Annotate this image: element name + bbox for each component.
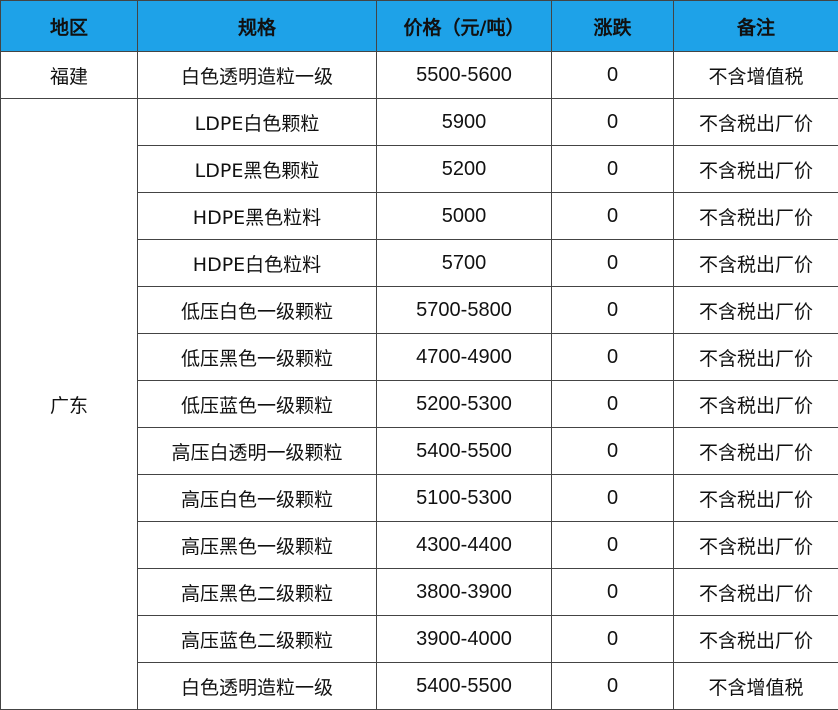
table-row: HDPE白色粒料 5700 0 不含税出厂价	[1, 239, 838, 287]
price-cell: 4700-4900	[376, 333, 552, 381]
change-cell: 0	[551, 286, 674, 334]
change-cell: 0	[551, 98, 674, 146]
change-cell: 0	[551, 333, 674, 381]
change-cell: 0	[551, 521, 674, 569]
table-row: LDPE黑色颗粒 5200 0 不含税出厂价	[1, 145, 838, 193]
note-cell: 不含税出厂价	[673, 145, 838, 193]
note-cell: 不含税出厂价	[673, 380, 838, 428]
change-cell: 0	[551, 615, 674, 663]
note-cell: 不含税出厂价	[673, 474, 838, 522]
table-row: HDPE黑色粒料 5000 0 不含税出厂价	[1, 192, 838, 240]
header-cell: 涨跌	[551, 0, 674, 52]
table-body: 福建 白色透明造粒一级 5500-5600 0 不含增值税 广东 LDPE白色颗粒 5900 0…	[0, 51, 838, 710]
price-cell: 3800-3900	[376, 568, 552, 616]
price-cell: 5700	[376, 239, 552, 287]
price-cell: 5200-5300	[376, 380, 552, 428]
table-row: 低压黑色一级颗粒 4700-4900 0 不含税出厂价	[1, 333, 838, 381]
price-cell: 3900-4000	[376, 615, 552, 663]
header-cell: 价格（元/吨）	[376, 0, 552, 52]
price-cell: 5400-5500	[376, 427, 552, 475]
spec-cell: 低压白色一级颗粒	[137, 286, 377, 334]
header-cell: 地区	[0, 0, 138, 52]
region-cell: 广东	[0, 98, 138, 710]
note-cell: 不含税出厂价	[673, 98, 838, 146]
change-cell: 0	[551, 239, 674, 287]
note-cell: 不含税出厂价	[673, 333, 838, 381]
spec-cell: 高压白透明一级颗粒	[137, 427, 377, 475]
spec-cell: 低压黑色一级颗粒	[137, 333, 377, 381]
spec-cell: 高压白色一级颗粒	[137, 474, 377, 522]
price-cell: 4300-4400	[376, 521, 552, 569]
table-row: 低压蓝色一级颗粒 5200-5300 0 不含税出厂价	[1, 380, 838, 428]
change-cell: 0	[551, 380, 674, 428]
price-cell: 5200	[376, 145, 552, 193]
spec-cell: 高压黑色二级颗粒	[137, 568, 377, 616]
table-row: 福建 白色透明造粒一级 5500-5600 0 不含增值税	[0, 51, 838, 99]
spec-cell: 低压蓝色一级颗粒	[137, 380, 377, 428]
table-row: 高压黑色二级颗粒 3800-3900 0 不含税出厂价	[1, 568, 838, 616]
header-cell: 规格	[137, 0, 377, 52]
price-cell: 5700-5800	[376, 286, 552, 334]
note-cell: 不含税出厂价	[673, 427, 838, 475]
spec-cell: LDPE白色颗粒	[137, 98, 377, 146]
spec-cell: 高压蓝色二级颗粒	[137, 615, 377, 663]
spec-cell: HDPE白色粒料	[137, 239, 377, 287]
spec-cell: HDPE黑色粒料	[137, 192, 377, 240]
change-cell: 0	[551, 662, 674, 710]
price-cell: 5900	[376, 98, 552, 146]
note-cell: 不含税出厂价	[673, 286, 838, 334]
price-cell: 5100-5300	[376, 474, 552, 522]
change-cell: 0	[551, 51, 674, 99]
price-cell: 5500-5600	[376, 51, 552, 99]
change-cell: 0	[551, 192, 674, 240]
table-row: 白色透明造粒一级 5400-5500 0 不含增值税	[1, 662, 838, 710]
change-cell: 0	[551, 145, 674, 193]
note-cell: 不含税出厂价	[673, 521, 838, 569]
note-cell: 不含增值税	[673, 51, 838, 99]
price-cell: 5000	[376, 192, 552, 240]
table-row: 高压白色一级颗粒 5100-5300 0 不含税出厂价	[1, 474, 838, 522]
note-cell: 不含增值税	[673, 662, 838, 710]
note-cell: 不含税出厂价	[673, 615, 838, 663]
table-row: 高压蓝色二级颗粒 3900-4000 0 不含税出厂价	[1, 615, 838, 663]
spec-cell: 高压黑色一级颗粒	[137, 521, 377, 569]
note-cell: 不含税出厂价	[673, 192, 838, 240]
table-row: 低压白色一级颗粒 5700-5800 0 不含税出厂价	[1, 286, 838, 334]
price-cell: 5400-5500	[376, 662, 552, 710]
change-cell: 0	[551, 474, 674, 522]
note-cell: 不含税出厂价	[673, 568, 838, 616]
table-row: 高压黑色一级颗粒 4300-4400 0 不含税出厂价	[1, 521, 838, 569]
spec-cell: 白色透明造粒一级	[137, 662, 377, 710]
header-cell: 备注	[673, 0, 838, 52]
spec-cell: LDPE黑色颗粒	[137, 145, 377, 193]
header-row: 地区 规格 价格（元/吨） 涨跌 备注	[0, 0, 838, 52]
change-cell: 0	[551, 568, 674, 616]
region-cell: 福建	[0, 51, 138, 99]
table-row: 广东 LDPE白色颗粒 5900 0 不含税出厂价	[0, 98, 838, 710]
note-cell: 不含税出厂价	[673, 239, 838, 287]
change-cell: 0	[551, 427, 674, 475]
spec-cell: 白色透明造粒一级	[137, 51, 377, 99]
table-row: 高压白透明一级颗粒 5400-5500 0 不含税出厂价	[1, 427, 838, 475]
